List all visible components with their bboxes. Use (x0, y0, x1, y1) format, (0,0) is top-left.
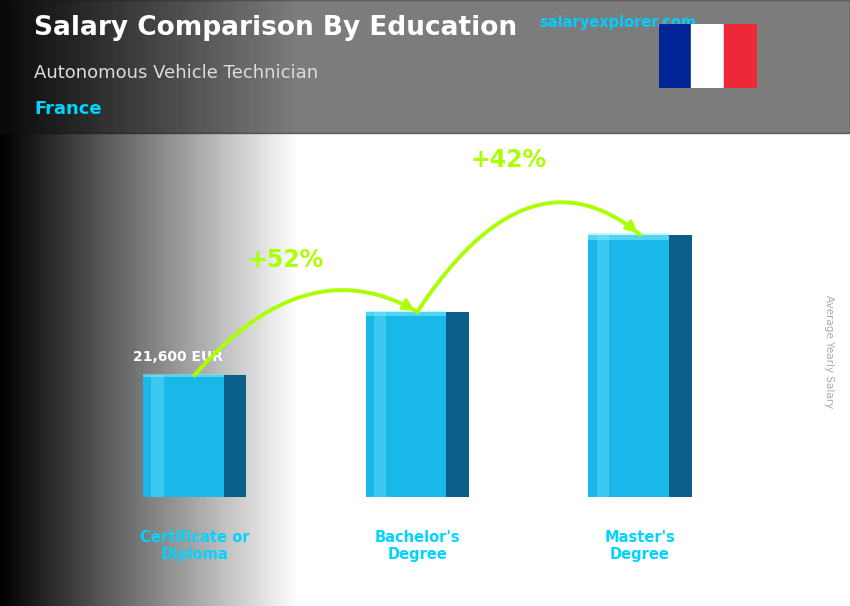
Bar (151, 375, 164, 497)
Text: 32,800 EUR: 32,800 EUR (355, 287, 445, 301)
Bar (446, 312, 469, 497)
Bar (659, 24, 691, 88)
Bar (597, 235, 609, 497)
Bar (588, 233, 669, 240)
Text: +52%: +52% (248, 248, 324, 271)
Bar (374, 312, 386, 497)
Bar (724, 24, 756, 88)
Bar (224, 375, 246, 497)
Text: Certificate or
Diploma: Certificate or Diploma (140, 530, 249, 562)
Text: Bachelor's
Degree: Bachelor's Degree (375, 530, 460, 562)
Text: 21,600 EUR: 21,600 EUR (133, 350, 223, 364)
Text: Average Yearly Salary: Average Yearly Salary (824, 295, 834, 408)
Bar (366, 312, 446, 497)
Text: +42%: +42% (471, 148, 547, 173)
Bar (143, 375, 224, 497)
Text: 46,500 EUR: 46,500 EUR (578, 209, 668, 223)
Text: salaryexplorer.com: salaryexplorer.com (540, 15, 697, 30)
Bar (669, 235, 692, 497)
Text: Autonomous Vehicle Technician: Autonomous Vehicle Technician (34, 64, 318, 82)
Text: Master's
Degree: Master's Degree (604, 530, 676, 562)
Bar (366, 311, 446, 316)
Bar (691, 24, 724, 88)
Text: France: France (34, 100, 102, 118)
Bar (588, 235, 669, 497)
Bar (143, 375, 224, 378)
Text: Salary Comparison By Education: Salary Comparison By Education (34, 15, 517, 41)
